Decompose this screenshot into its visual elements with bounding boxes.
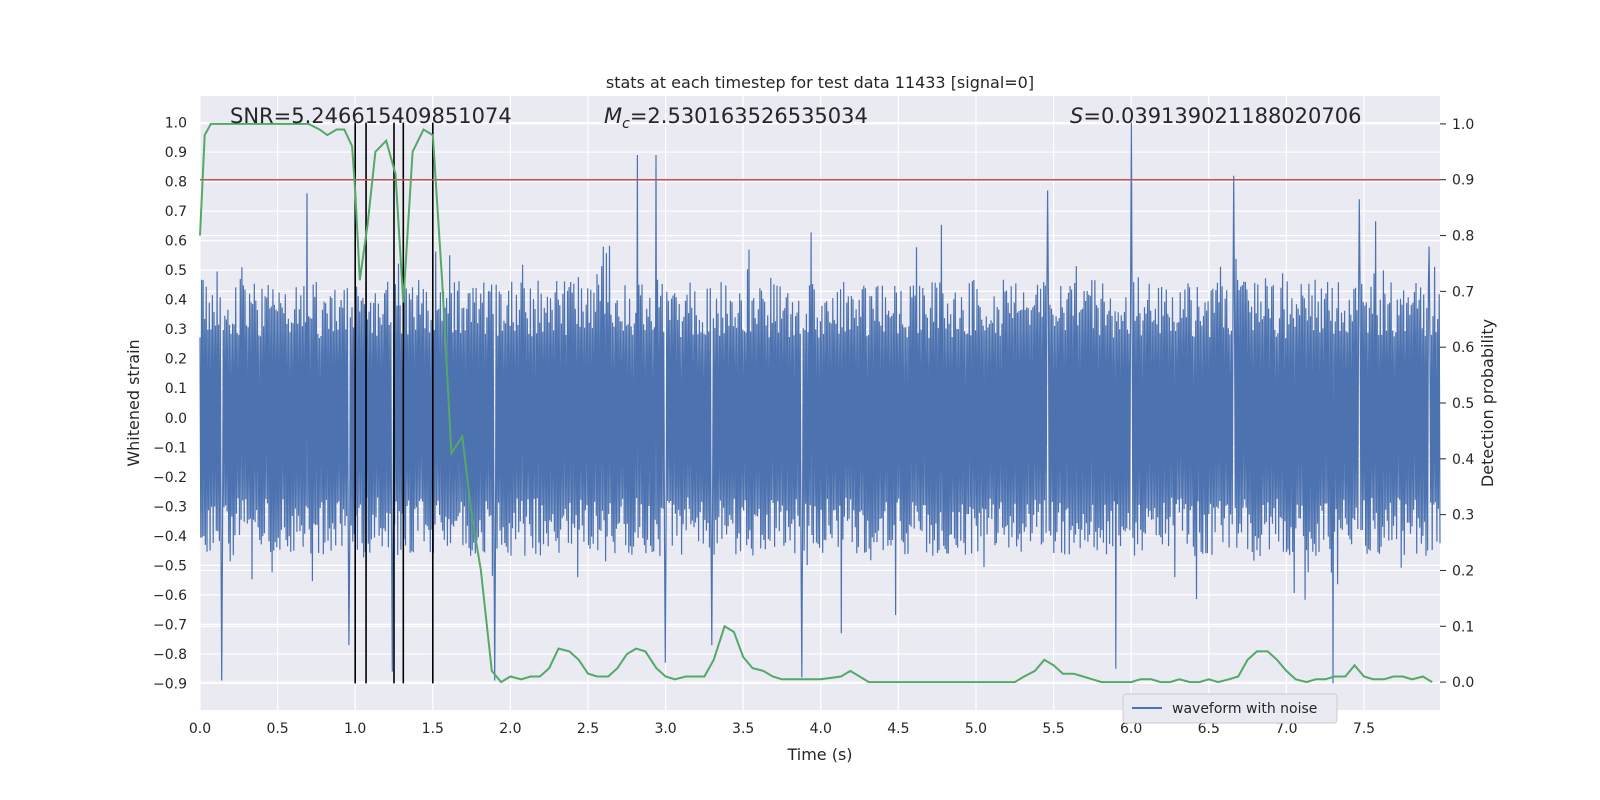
y-right-tick-label: 0.8	[1452, 229, 1474, 245]
y-left-tick-label: −0.1	[153, 440, 187, 456]
x-tick-label: 2.0	[499, 721, 521, 737]
s-value: =0.039139021188020706	[1083, 104, 1361, 128]
chirp-mass-annotation: Mc=2.530163526535034	[604, 104, 868, 132]
y-left-tick-label: 0.9	[165, 145, 187, 161]
y-left-tick-label: −0.9	[153, 676, 187, 692]
chart-title: stats at each timestep for test data 114…	[606, 73, 1034, 92]
y-left-tick-label: 0.5	[165, 263, 187, 279]
y-left-tick-label: 0.7	[165, 204, 187, 220]
y-left-tick-label: −0.8	[153, 647, 187, 663]
y-right-tick-label: 0.3	[1452, 508, 1474, 524]
x-tick-label: 5.5	[1042, 721, 1064, 737]
x-axis-label: Time (s)	[786, 745, 852, 764]
y-axis-label-left: Whitened strain	[124, 339, 143, 466]
x-tick-label: 0.5	[266, 721, 288, 737]
snr-annotation: SNR=5.246615409851074	[230, 104, 512, 128]
y-left-tick-label: 0.2	[165, 352, 187, 368]
y-right-tick-label: 0.5	[1452, 396, 1474, 412]
y-left-tick-label: 1.0	[165, 116, 187, 132]
x-tick-label: 6.0	[1120, 721, 1142, 737]
y-right-tick-label: 0.7	[1452, 284, 1474, 300]
s-annotation: S=0.039139021188020706	[1070, 104, 1361, 128]
y-right-tick-label: 1.0	[1452, 117, 1474, 133]
s-symbol: S	[1070, 104, 1083, 128]
waveform-series	[199, 122, 1441, 684]
y-right-tick-label: 0.9	[1452, 173, 1474, 189]
x-tick-label: 3.0	[654, 721, 676, 737]
chirp-mass-subscript: c	[622, 116, 630, 132]
y-left-tick-label: 0.0	[165, 411, 187, 427]
chirp-mass-value: =2.530163526535034	[630, 104, 868, 128]
x-tick-label: 4.0	[810, 721, 832, 737]
x-tick-label: 4.5	[887, 721, 909, 737]
legend-label: waveform with noise	[1172, 701, 1317, 717]
x-tick-label: 3.5	[732, 721, 754, 737]
y-left-tick-label: 0.4	[165, 293, 187, 309]
y-left-tick-label: 0.8	[165, 175, 187, 191]
y-left-tick-label: 0.1	[165, 381, 187, 397]
y-left-tick-label: −0.4	[153, 529, 187, 545]
axis-ticks: 0.0 0.5 1.0 1.5 2.0 2.5 3.0 3.5 4.0 4.5 5.0 5.5 6.0 6…	[153, 116, 1474, 737]
x-tick-label: 7.0	[1275, 721, 1297, 737]
y-left-tick-label: −0.2	[153, 470, 187, 486]
y-right-tick-label: 0.2	[1452, 563, 1474, 579]
chirp-mass-symbol: M	[604, 104, 622, 128]
x-tick-label: 1.0	[344, 721, 366, 737]
x-tick-label: 0.0	[189, 721, 211, 737]
y-left-tick-label: −0.3	[153, 499, 187, 515]
y-right-tick-label: 0.4	[1452, 452, 1474, 468]
x-tick-label: 7.5	[1353, 721, 1375, 737]
x-tick-label: 5.0	[965, 721, 987, 737]
probability-line	[199, 122, 1433, 684]
overlays	[199, 122, 1440, 684]
y-right-tick-label: 0.1	[1452, 619, 1474, 635]
y-right-tick-label: 0.0	[1452, 675, 1474, 691]
x-tick-label: 6.5	[1198, 721, 1220, 737]
y-left-tick-label: 0.6	[165, 234, 187, 250]
y-left-tick-label: −0.7	[153, 617, 187, 633]
y-left-tick-label: −0.5	[153, 558, 187, 574]
x-tick-label: 2.5	[577, 721, 599, 737]
legend-box	[1122, 693, 1338, 724]
y-left-tick-label: −0.6	[153, 588, 187, 604]
x-tick-label: 1.5	[422, 721, 444, 737]
waveform-line	[199, 122, 1441, 684]
y-axis-label-right: Detection probability	[1478, 319, 1497, 487]
y-right-tick-label: 0.6	[1452, 340, 1474, 356]
legend: waveform with noise	[1122, 693, 1338, 724]
y-left-tick-label: 0.3	[165, 322, 187, 338]
